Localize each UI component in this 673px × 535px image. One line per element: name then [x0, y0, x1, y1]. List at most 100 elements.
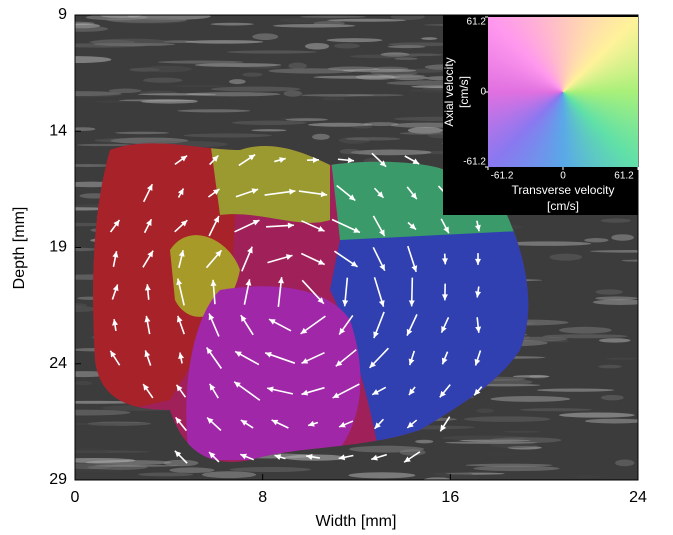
speckle	[109, 89, 142, 94]
speckle	[142, 66, 192, 73]
speckle	[394, 58, 417, 60]
inset-y-tick-label: 0	[480, 87, 486, 98]
speckle	[400, 449, 426, 455]
speckle	[185, 40, 264, 43]
speckle	[415, 80, 433, 83]
speckle	[202, 471, 256, 478]
speckle	[601, 395, 624, 401]
speckle	[62, 463, 112, 469]
speckle	[211, 87, 301, 92]
x-axis-label: Width [mm]	[316, 513, 397, 530]
y-tick-label: 19	[49, 239, 67, 256]
speckle	[351, 149, 432, 155]
speckle	[58, 26, 108, 32]
inset-x-label: [cm/s]	[547, 199, 579, 213]
speckle	[138, 472, 193, 476]
speckle	[285, 118, 328, 121]
speckle	[595, 289, 622, 294]
figure: Width [mm] Depth [mm] Transverse velocit…	[0, 0, 673, 535]
speckle	[211, 23, 254, 26]
velocity-color-wheel	[488, 17, 638, 167]
speckle	[322, 97, 345, 100]
inset-y-label: [cm/s]	[457, 76, 471, 108]
inset-x-tick-label: 61.2	[614, 171, 634, 182]
speckle	[177, 109, 250, 112]
speckle	[119, 99, 198, 101]
speckle	[356, 74, 396, 80]
speckle	[478, 453, 526, 456]
inset-x-tick-label: 0	[560, 171, 566, 182]
inset-x-tick-label: -61.2	[491, 171, 514, 182]
speckle	[227, 50, 317, 53]
inset-x-label: Transverse velocity	[512, 183, 615, 197]
y-axis-label: Depth [mm]	[11, 207, 28, 290]
speckle	[621, 260, 651, 262]
speckle	[491, 396, 571, 402]
y-tick-label: 24	[49, 355, 67, 372]
speckle	[476, 408, 494, 413]
speckle	[593, 299, 647, 305]
speckle	[169, 467, 214, 473]
speckle	[421, 37, 437, 40]
speckle	[138, 93, 216, 95]
speckle	[143, 78, 183, 83]
speckle	[605, 358, 637, 360]
inset-y-tick-label: -61.2	[463, 157, 486, 168]
speckle	[598, 365, 622, 369]
speckle	[55, 43, 148, 47]
speckle	[342, 69, 416, 73]
y-tick-label: 9	[58, 6, 67, 23]
speckle	[66, 164, 111, 167]
speckle	[183, 133, 272, 137]
speckle	[39, 91, 121, 96]
speckle	[388, 45, 426, 48]
speckle	[252, 33, 278, 40]
speckle	[251, 129, 286, 131]
speckle	[585, 419, 646, 424]
speckle	[230, 467, 311, 472]
speckle	[242, 73, 263, 77]
speckle	[327, 38, 383, 42]
speckle	[115, 132, 169, 134]
speckle	[391, 13, 425, 20]
speckle	[415, 440, 433, 444]
y-tick-label: 14	[49, 122, 67, 139]
speckle	[345, 137, 400, 140]
speckle	[312, 134, 330, 140]
speckle	[74, 448, 110, 454]
speckle	[195, 63, 282, 67]
speckle	[611, 234, 634, 241]
speckle	[55, 458, 135, 463]
speckle	[62, 306, 97, 312]
speckle	[314, 21, 345, 25]
speckle	[334, 43, 360, 48]
speckle	[44, 56, 111, 63]
y-tick-label: 29	[49, 471, 67, 488]
speckle	[559, 412, 635, 417]
speckle	[348, 472, 415, 478]
speckle	[464, 416, 551, 422]
x-tick-label: 0	[71, 489, 80, 506]
speckle	[599, 338, 631, 342]
speckle	[615, 460, 634, 467]
speckle	[340, 149, 361, 154]
speckle	[559, 327, 612, 334]
inset-y-label: Axial velocity	[442, 57, 456, 126]
inset-y-tick-label: 61.2	[467, 17, 487, 28]
x-tick-label: 8	[258, 489, 267, 506]
speckle	[77, 144, 132, 146]
speckle	[70, 127, 96, 131]
speckle	[284, 90, 302, 96]
speckle	[229, 79, 246, 84]
speckle	[513, 375, 550, 377]
speckle	[106, 17, 186, 23]
speckle	[75, 381, 93, 385]
speckle	[327, 19, 406, 22]
speckle	[42, 410, 131, 416]
speckle	[550, 254, 583, 261]
flow-region	[186, 286, 360, 460]
speckle	[584, 238, 608, 242]
x-tick-label: 24	[629, 489, 647, 506]
speckle	[232, 121, 307, 125]
x-tick-label: 16	[441, 489, 459, 506]
